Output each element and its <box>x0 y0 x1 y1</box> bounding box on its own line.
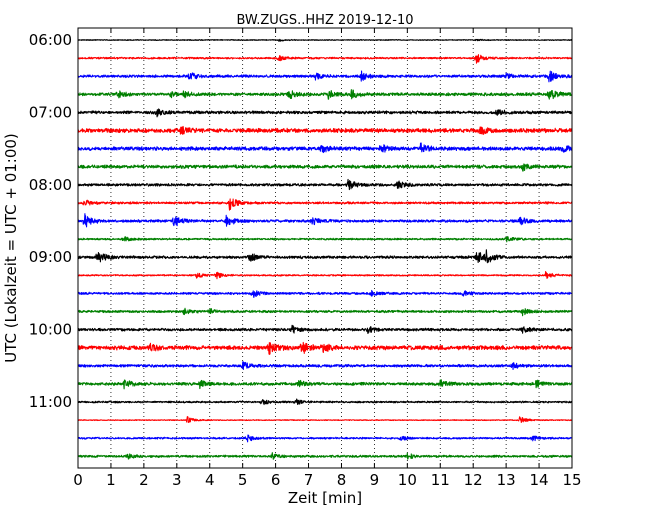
y-tick-label: 11:00 <box>29 393 72 411</box>
plot-frame <box>77 27 573 469</box>
x-tick-label: 14 <box>530 471 549 489</box>
x-tick-label: 11 <box>431 471 450 489</box>
x-tick-label: 13 <box>497 471 516 489</box>
trace-0645 <box>77 89 573 100</box>
trace-1130 <box>77 434 573 443</box>
x-tick-label: 6 <box>271 471 281 489</box>
trace-0915 <box>77 270 573 280</box>
x-tick-label: 5 <box>238 471 248 489</box>
y-tick-label: 09:00 <box>29 248 72 266</box>
x-tick-label: 8 <box>337 471 347 489</box>
trace-1000 <box>77 324 573 334</box>
trace-0715 <box>77 125 573 135</box>
trace-0700 <box>77 108 573 118</box>
trace-0800 <box>77 178 573 191</box>
y-axis: 06:00 07:00 08:00 09:00 10:00 11:00 <box>29 31 572 411</box>
x-tick-label: 12 <box>464 471 483 489</box>
x-tick-label: 9 <box>370 471 380 489</box>
x-tick-label: 7 <box>304 471 314 489</box>
y-tick-label: 10:00 <box>29 321 72 339</box>
x-axis-label: Zeit [min] <box>288 489 362 507</box>
trace-0815 <box>77 198 573 211</box>
x-tick-label: 4 <box>205 471 215 489</box>
trace-0945 <box>77 307 573 317</box>
trace-0730 <box>77 142 573 154</box>
trace-1145 <box>77 452 573 460</box>
x-tick-label: 0 <box>73 471 83 489</box>
trace-group <box>77 38 573 460</box>
trace-0930 <box>77 289 573 298</box>
y-axis-label: UTC (Lokalzeit = UTC + 01:00) <box>2 133 20 363</box>
trace-0900 <box>77 249 573 264</box>
x-tick-label: 1 <box>106 471 116 489</box>
y-tick-label: 06:00 <box>29 31 72 49</box>
x-axis: 0 1 2 3 4 5 6 7 8 9 10 11 12 13 14 15 <box>73 28 582 489</box>
vertical-grid <box>110 28 540 468</box>
chart-title: BW.ZUGS..HHZ 2019-12-10 <box>236 13 413 28</box>
trace-1100 <box>77 398 573 406</box>
x-tick-label: 10 <box>398 471 417 489</box>
trace-0845 <box>77 236 573 243</box>
trace-0830 <box>77 213 573 228</box>
trace-1045 <box>77 379 573 390</box>
trace-1115 <box>77 416 573 423</box>
y-tick-label: 08:00 <box>29 176 72 194</box>
trace-0630 <box>77 70 573 83</box>
x-tick-label: 15 <box>562 471 581 489</box>
trace-1015 <box>77 341 573 355</box>
trace-0615 <box>77 54 573 64</box>
trace-0600 <box>77 38 573 42</box>
trace-0745 <box>77 163 573 172</box>
y-tick-label: 07:00 <box>29 103 72 121</box>
x-tick-label: 3 <box>172 471 182 489</box>
x-tick-label: 2 <box>139 471 149 489</box>
trace-1030 <box>77 360 573 371</box>
